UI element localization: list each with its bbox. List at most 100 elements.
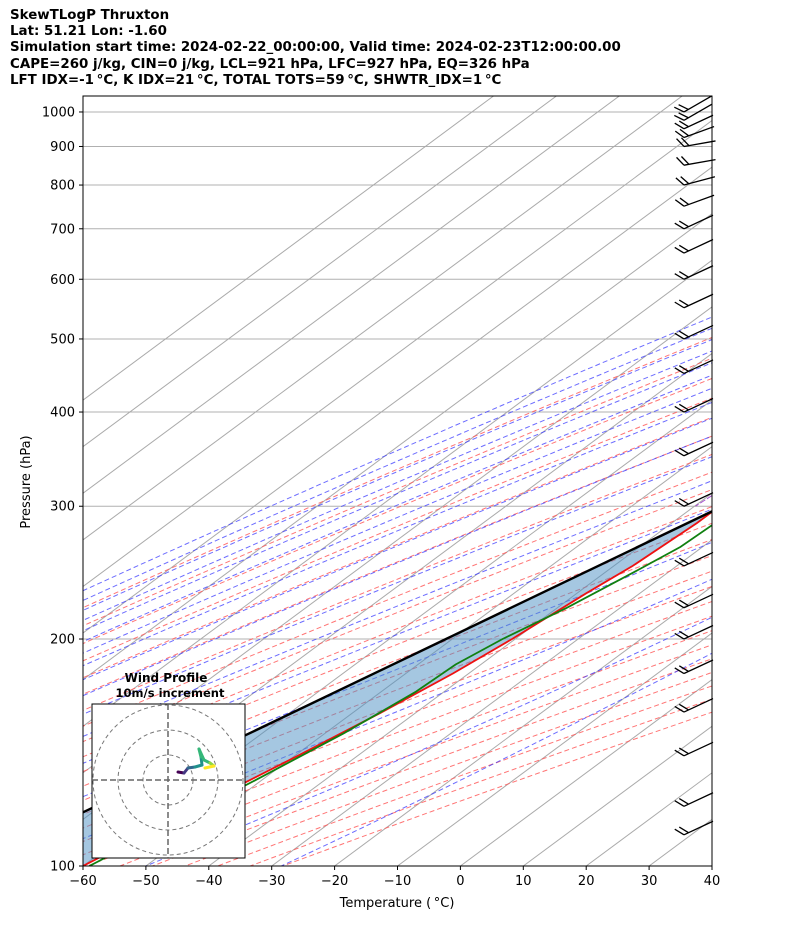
y-tick-label: 700 xyxy=(50,222,75,237)
barb-staff xyxy=(683,159,716,166)
barb-flag xyxy=(678,220,689,228)
barb-flag xyxy=(678,244,689,252)
barb-staff xyxy=(683,359,714,375)
dry-adiabat xyxy=(83,416,712,679)
wind-barb xyxy=(674,95,713,113)
y-tick-label: 500 xyxy=(50,332,75,347)
isotherm-line xyxy=(271,539,712,866)
barb-flag xyxy=(674,405,685,413)
barb-flag xyxy=(678,270,689,278)
parcel-line xyxy=(83,510,712,814)
y-axis-label: Pressure (hPa) xyxy=(19,435,34,528)
moist-adiabat xyxy=(83,362,712,632)
y-tick-label: 900 xyxy=(50,140,75,155)
barb-flag xyxy=(678,403,689,411)
wind-barb xyxy=(674,359,714,375)
x-axis-label: Temperature ( °C) xyxy=(339,896,455,911)
barb-staff xyxy=(683,697,714,713)
barb-staff xyxy=(683,659,714,675)
barb-staff xyxy=(683,741,714,757)
cape-line: CAPE=260 j/kg, CIN=0 j/kg, LCL=921 hPa, … xyxy=(10,56,530,72)
barb-staff xyxy=(683,820,714,836)
barb-staff xyxy=(683,125,715,139)
isotherm-line xyxy=(83,96,620,494)
barb-flag xyxy=(678,826,689,834)
barb-flag xyxy=(678,330,689,338)
barb-flag xyxy=(674,800,685,807)
barb-flag xyxy=(678,630,689,638)
wind-barb xyxy=(674,265,714,280)
wind-barb xyxy=(674,441,714,457)
wind-barb xyxy=(674,551,714,567)
wind-barb xyxy=(674,194,715,207)
wind-barb xyxy=(674,697,714,713)
wind-barb xyxy=(674,492,714,507)
isotherm-line xyxy=(711,865,712,866)
barb-flag xyxy=(674,114,685,121)
barb-flag xyxy=(674,246,685,254)
barb-staff xyxy=(683,114,714,130)
barb-flag xyxy=(674,705,685,713)
wind-barb xyxy=(674,114,714,130)
barb-flag xyxy=(674,301,685,309)
barb-flag xyxy=(674,601,685,609)
dry-adiabat xyxy=(83,357,712,627)
barb-staff xyxy=(683,265,714,280)
x-tick-label: 0 xyxy=(456,874,464,889)
barb-flag xyxy=(678,365,689,372)
barb-staff xyxy=(683,238,714,254)
x-tick-label: −40 xyxy=(195,874,222,889)
isotherm-line xyxy=(523,725,712,866)
barb-flag xyxy=(676,156,685,166)
y-tick-label: 100 xyxy=(50,860,75,875)
inset-title: Wind Profile xyxy=(125,671,208,685)
wind-barb xyxy=(674,397,714,413)
barb-flag xyxy=(674,667,685,675)
hodograph-trace xyxy=(197,747,206,762)
moist-adiabat xyxy=(83,456,712,715)
wind-barb xyxy=(674,238,714,254)
location-line: Lat: 51.21 Lon: -1.60 xyxy=(10,24,167,40)
barb-flag xyxy=(674,199,685,207)
isotherm-line xyxy=(83,166,712,634)
barb-flag xyxy=(674,130,685,139)
wind-barb xyxy=(674,125,715,139)
dry-adiabat xyxy=(83,435,712,695)
x-tick-label: −30 xyxy=(258,874,285,889)
hodograph-grid xyxy=(92,704,245,858)
mixing-ratio-line xyxy=(754,96,794,506)
wind-barb xyxy=(676,137,716,148)
x-tick-label: 10 xyxy=(515,874,532,889)
x-tick-label: −10 xyxy=(384,874,411,889)
wind-barb xyxy=(674,593,714,609)
barb-staff xyxy=(683,324,714,340)
barb-flag xyxy=(674,122,685,130)
dry-adiabat xyxy=(282,711,712,866)
chart-title: SkewTLogP Thruxton xyxy=(10,8,170,23)
isotherm-line xyxy=(208,492,712,866)
barb-staff xyxy=(683,176,716,186)
barb-flag xyxy=(674,749,685,757)
y-tick-label: 800 xyxy=(50,179,75,194)
barb-flag xyxy=(678,497,689,505)
wind-barb xyxy=(675,176,716,186)
cape-area xyxy=(777,137,794,479)
y-tick-label: 200 xyxy=(50,633,75,648)
dry-adiabat xyxy=(83,489,712,743)
hodograph-trace xyxy=(203,764,216,770)
chart-header: SkewTLogP Thruxton Lat: 51.21 Lon: -1.60… xyxy=(10,8,621,89)
isotherm-line xyxy=(397,632,712,866)
moist-adiabat xyxy=(83,401,712,667)
barb-flag xyxy=(674,106,685,113)
y-tick-label: 600 xyxy=(50,273,75,288)
barb-staff xyxy=(683,624,714,640)
barb-staff xyxy=(683,792,714,807)
isotherm-line xyxy=(83,96,557,448)
index-line: LFT IDX=-1 °C, K IDX=21 °C, TOTAL TOTS=5… xyxy=(10,72,502,88)
moist-adiabat xyxy=(281,652,712,866)
x-tick-label: 30 xyxy=(641,874,658,889)
barb-staff xyxy=(683,397,714,413)
dry-adiabat xyxy=(83,471,712,727)
barb-staff xyxy=(683,95,713,113)
